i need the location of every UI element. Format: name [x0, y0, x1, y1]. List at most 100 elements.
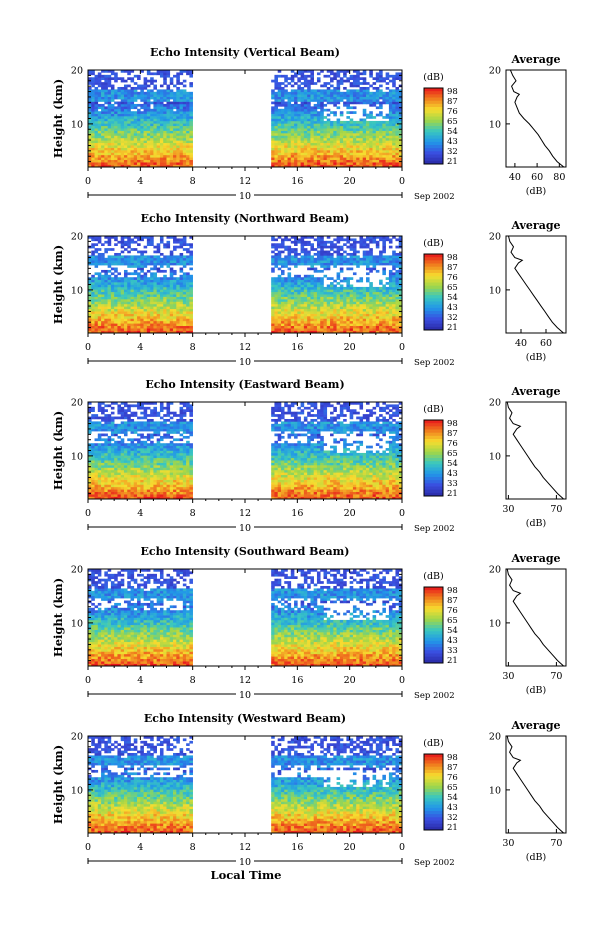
heatmap-cell — [300, 238, 305, 242]
heatmap-cell — [159, 236, 164, 239]
heatmap-cell — [336, 282, 341, 285]
heatmap-cell — [369, 296, 373, 300]
heatmap-cell — [130, 277, 135, 280]
heatmap-cell — [186, 243, 190, 246]
heatmap-cell — [166, 303, 171, 307]
heatmap-cell — [274, 308, 279, 312]
heatmap-cell — [127, 133, 131, 136]
heatmap-cell — [94, 316, 99, 319]
heatmap-cell — [346, 306, 350, 310]
heatmap-cell — [173, 303, 177, 307]
heatmap-cell — [346, 291, 350, 295]
heatmap-cell — [123, 313, 128, 317]
heatmap-cell — [277, 86, 282, 90]
heatmap-cell — [176, 86, 180, 90]
heatmap-cell — [97, 296, 102, 300]
heatmap-cell — [159, 269, 164, 273]
heatmap-cell — [395, 277, 400, 280]
heatmap-cell — [163, 301, 167, 305]
heatmap-cell — [133, 125, 138, 129]
heatmap-cell — [117, 147, 122, 151]
heatmap-cell — [290, 255, 295, 259]
heatmap-cell — [333, 133, 337, 136]
heatmap-cell — [307, 111, 311, 114]
heatmap-cell — [297, 154, 301, 158]
heatmap-cell — [88, 82, 92, 85]
heatmap-cell — [130, 120, 135, 124]
heatmap-cell — [94, 299, 99, 302]
heatmap-cell — [156, 289, 161, 293]
heatmap-cell — [140, 260, 144, 263]
heatmap-cell — [310, 282, 314, 285]
heatmap-cell — [294, 325, 298, 329]
heatmap-cell — [182, 164, 187, 168]
x-tick-label: 16 — [291, 176, 303, 187]
heatmap-cell — [346, 296, 350, 300]
heatmap-cell — [166, 116, 171, 119]
heatmap-cell — [271, 135, 275, 139]
heatmap-cell — [127, 91, 131, 95]
heatmap-cell — [88, 103, 92, 107]
heatmap-cell — [395, 72, 400, 76]
heatmap-cell — [137, 125, 141, 129]
heatmap-cell — [323, 330, 328, 334]
heatmap-cell — [127, 286, 131, 290]
heatmap-cell — [133, 89, 138, 93]
heatmap-cell — [323, 303, 328, 307]
heatmap-cell — [330, 164, 334, 168]
heatmap-cell — [284, 236, 288, 239]
heatmap-cell — [186, 157, 190, 161]
heatmap-cell — [277, 89, 282, 93]
heatmap-cell — [290, 142, 295, 146]
heatmap-cell — [133, 86, 138, 90]
heatmap-cell — [182, 94, 187, 97]
heatmap-cell — [323, 313, 328, 317]
heatmap-cell — [339, 70, 344, 73]
heatmap-cell — [107, 311, 112, 314]
heatmap-cell — [156, 262, 161, 266]
heatmap-cell — [385, 318, 390, 322]
heatmap-cell — [362, 294, 367, 297]
heatmap-cell — [326, 267, 331, 271]
heatmap-cell — [104, 145, 108, 148]
heatmap-cell — [300, 316, 305, 319]
heatmap-cell — [143, 328, 148, 331]
heatmap-cell — [372, 286, 377, 290]
heatmap-cell — [146, 289, 151, 293]
heatmap-cell — [274, 86, 279, 90]
heatmap-cell — [375, 152, 380, 156]
heatmap-cell — [277, 320, 282, 324]
heatmap-cell — [143, 142, 148, 146]
heatmap-cell — [274, 265, 279, 268]
heatmap-cell — [140, 316, 144, 319]
heatmap-cell — [313, 145, 318, 148]
heatmap-cell — [169, 101, 174, 105]
heatmap-cell — [280, 152, 285, 156]
heatmap-cell — [339, 308, 344, 312]
heatmap-cell — [398, 152, 403, 156]
heatmap-cell — [366, 323, 370, 327]
heatmap-cell — [280, 284, 285, 288]
heatmap-cell — [133, 306, 138, 310]
heatmap-cell — [101, 257, 105, 261]
heatmap-cell — [326, 70, 331, 73]
heatmap-cell — [104, 162, 108, 165]
heatmap-cell — [369, 299, 373, 302]
heatmap-cell — [97, 318, 102, 322]
heatmap-cell — [300, 262, 305, 266]
heatmap-cell — [307, 89, 311, 93]
heatmap-cell — [182, 116, 187, 119]
heatmap-cell — [385, 313, 390, 317]
heatmap-cell — [159, 130, 164, 134]
heatmap-cell — [110, 128, 115, 131]
heatmap-cell — [189, 301, 193, 305]
heatmap-cell — [310, 157, 314, 161]
heatmap-cell — [336, 86, 341, 90]
heatmap-cell — [366, 262, 370, 266]
heatmap-cell — [277, 152, 282, 156]
heatmap-cell — [300, 328, 305, 331]
heatmap-cell — [277, 82, 282, 85]
heatmap-cell — [385, 162, 390, 165]
heatmap-cell — [156, 313, 161, 317]
heatmap-cell — [146, 301, 151, 305]
